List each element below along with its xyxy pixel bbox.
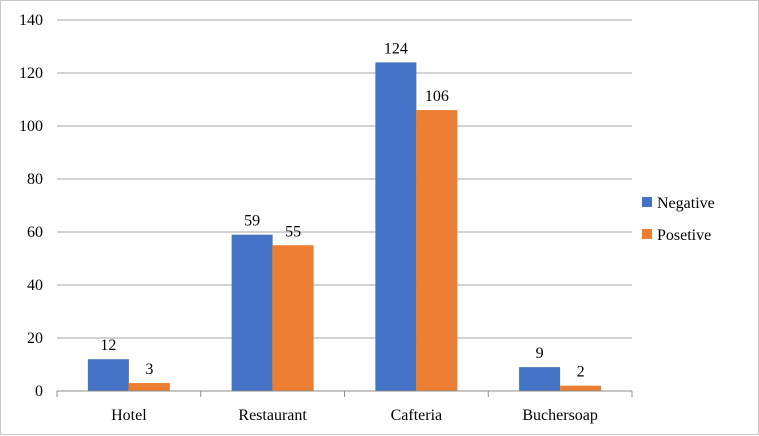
y-tick-label-0: 0 (35, 383, 43, 400)
x-category-label-cafteria: Cafteria (391, 407, 443, 424)
data-label-buchersoap-posetive: 2 (577, 364, 585, 381)
y-tick-label-40: 40 (27, 277, 43, 294)
bar-cafteria-negative (375, 62, 417, 392)
data-label-buchersoap-negative: 9 (536, 345, 544, 362)
y-tick-label-120: 120 (19, 65, 43, 82)
legend-label-posetive: Posetive (657, 227, 711, 244)
legend-swatch-negative (642, 197, 652, 207)
y-tick-label-20: 20 (27, 330, 43, 347)
bar-buchersoap-negative (519, 367, 561, 391)
x-category-label-restaurant: Restaurant (238, 407, 307, 424)
gridlines (57, 19, 632, 339)
data-label-restaurant-posetive: 55 (285, 223, 301, 240)
bar-buchersoap-posetive (560, 385, 602, 391)
data-labels: 12 3 59 55 124 106 9 2 (100, 40, 584, 380)
bars (87, 62, 602, 392)
data-label-hotel-posetive: 3 (145, 361, 153, 378)
bar-restaurant-negative (231, 234, 273, 391)
x-axis-categories: Hotel Restaurant Cafteria Buchersoap (111, 407, 598, 424)
x-category-label-buchersoap: Buchersoap (522, 407, 598, 424)
data-label-cafteria-negative: 124 (384, 40, 408, 57)
bar-restaurant-posetive (272, 245, 314, 391)
bar-cafteria-posetive (416, 110, 458, 391)
data-label-hotel-negative: 12 (100, 337, 116, 354)
bar-hotel-posetive (128, 383, 170, 391)
legend-label-negative: Negative (657, 195, 715, 212)
y-tick-label-100: 100 (19, 118, 43, 135)
x-category-label-hotel: Hotel (111, 407, 147, 424)
axes (56, 390, 633, 397)
legend: Negative Posetive (642, 195, 715, 244)
legend-swatch-posetive (642, 229, 652, 239)
y-tick-label-80: 80 (27, 171, 43, 188)
y-tick-label-140: 140 (19, 12, 43, 29)
y-axis-ticks: 0 20 40 60 80 100 120 140 (19, 12, 43, 400)
data-label-restaurant-negative: 59 (244, 213, 260, 230)
bar-hotel-negative (87, 359, 129, 391)
y-tick-label-60: 60 (27, 224, 43, 241)
data-label-cafteria-posetive: 106 (425, 88, 449, 105)
